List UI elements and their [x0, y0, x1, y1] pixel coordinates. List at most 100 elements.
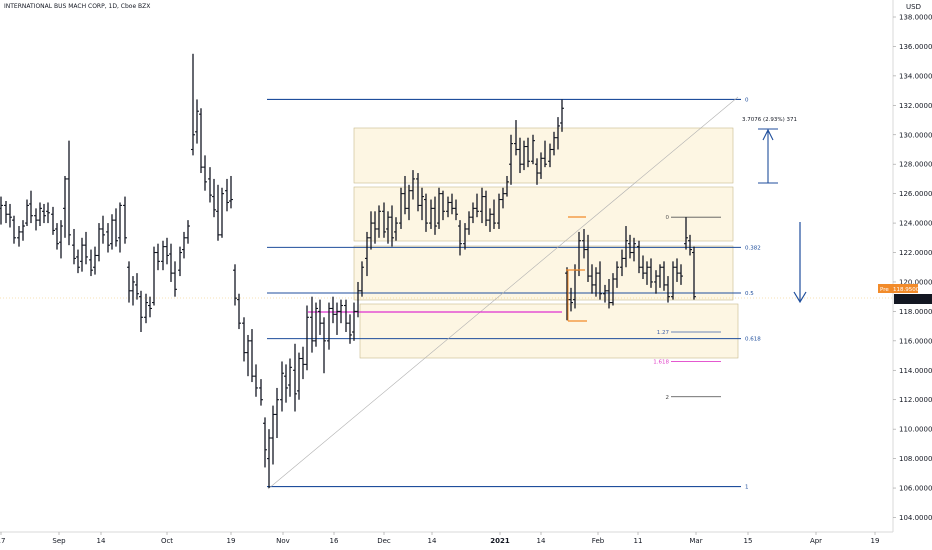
price-bar — [280, 361, 284, 412]
price-bar — [225, 178, 229, 212]
price-bar — [250, 329, 254, 383]
price-bar — [356, 281, 360, 318]
pre-market-label: Pre — [880, 287, 889, 293]
price-bar — [259, 379, 263, 406]
price-bar — [360, 261, 364, 297]
price-bar — [284, 364, 288, 403]
price-bar — [586, 234, 590, 282]
fib-level-label: 0 — [745, 97, 749, 103]
fib-level-label: 1 — [745, 485, 749, 491]
price-bar — [543, 140, 547, 168]
price-bar — [38, 202, 42, 227]
price-bar — [97, 223, 101, 262]
price-bar — [297, 352, 301, 400]
price-bar — [42, 203, 46, 224]
price-bar — [382, 202, 386, 238]
price-bar — [352, 302, 356, 341]
price-bar — [195, 99, 199, 144]
price-bar — [662, 261, 666, 291]
x-tick-label: Apr — [810, 537, 822, 545]
price-bar — [106, 223, 110, 253]
currency-label: USD — [906, 3, 921, 11]
x-tick-label: Sep — [52, 537, 66, 545]
fib-extension-label: 1.27 — [657, 330, 670, 336]
x-tick-label: 19 — [871, 537, 880, 545]
price-bar — [620, 249, 624, 277]
price-bar — [139, 290, 143, 333]
price-bar — [671, 261, 675, 300]
price-bar — [216, 184, 220, 241]
x-tick-label: Nov — [276, 537, 290, 545]
price-bar — [148, 296, 152, 318]
price-bar — [173, 261, 177, 297]
price-bar — [560, 99, 564, 132]
x-tick-label: 11 — [634, 537, 643, 545]
x-tick-label: 16 — [330, 537, 339, 545]
chart-title: INTERNATIONAL BUS MACH CORP, 1D, Cboe BZ… — [4, 3, 150, 10]
price-bar — [471, 202, 475, 224]
price-bar — [666, 276, 670, 303]
last-price-label: 118.9300 — [897, 296, 930, 304]
y-tick-label: 110.0000 — [899, 426, 932, 434]
y-tick-label: 126.0000 — [899, 190, 932, 198]
price-bar — [318, 299, 322, 335]
price-bar — [191, 53, 195, 156]
price-bar — [80, 237, 84, 272]
price-bar — [169, 243, 173, 282]
price-bar — [101, 215, 105, 244]
price-bar — [365, 231, 369, 277]
price-bar — [63, 175, 67, 238]
price-bar — [29, 190, 33, 224]
price-bar — [89, 249, 93, 277]
price-bar — [548, 143, 552, 168]
price-bar — [59, 220, 63, 259]
price-bar — [590, 264, 594, 294]
price-bar — [649, 258, 653, 288]
price-bar — [165, 237, 169, 265]
price-bar — [84, 231, 88, 265]
measure-bracket — [758, 128, 778, 184]
fib-level-label: 0.5 — [745, 291, 754, 297]
price-bar — [246, 334, 250, 377]
price-bar — [229, 175, 233, 209]
price-bar — [275, 387, 279, 438]
price-bar — [339, 299, 343, 324]
price-bar — [424, 193, 428, 232]
price-bar — [208, 167, 212, 203]
x-tick-label: Mar — [689, 537, 702, 545]
price-bar — [514, 120, 518, 156]
x-tick-label: 14 — [428, 537, 437, 545]
price-bar — [135, 273, 139, 300]
price-bar — [497, 193, 501, 229]
price-bar — [463, 223, 467, 250]
price-bar — [615, 261, 619, 288]
price-bar — [12, 215, 16, 244]
price-bar — [242, 317, 246, 362]
price-bar — [55, 223, 59, 250]
pre-market-price: 118.9500 — [893, 287, 920, 293]
price-bar — [305, 305, 309, 371]
price-bar — [446, 196, 450, 218]
x-tick-label: 19 — [227, 537, 236, 545]
price-bar — [348, 314, 352, 344]
price-bar — [327, 302, 331, 350]
price-bar — [531, 134, 535, 165]
price-bar — [293, 343, 297, 412]
price-bar — [454, 199, 458, 221]
trend-line — [267, 96, 739, 490]
price-bar — [411, 170, 415, 200]
price-bar — [675, 258, 679, 282]
pre-market-tag-bg — [878, 284, 918, 293]
price-bar — [556, 117, 560, 150]
price-bar — [335, 302, 339, 335]
price-bar — [21, 220, 25, 241]
price-bar — [607, 279, 611, 309]
price-bar — [416, 173, 420, 212]
price-bar — [322, 317, 326, 374]
price-bar — [403, 175, 407, 215]
price-bar — [254, 364, 258, 397]
price-bar — [67, 140, 71, 246]
price-bar — [386, 211, 390, 244]
price-bar — [288, 358, 292, 397]
